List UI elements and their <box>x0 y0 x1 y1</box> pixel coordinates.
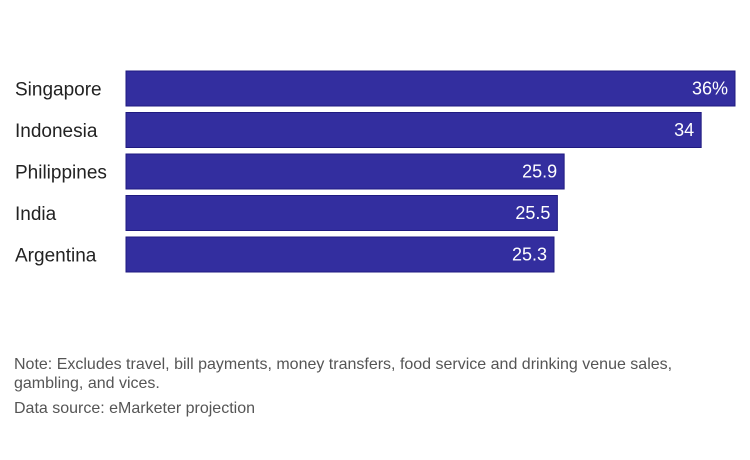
category-labels: Singapore Indonesia Philippines India Argent… <box>15 80 107 267</box>
bar-indonesia <box>125 112 702 148</box>
bar-india <box>125 195 558 231</box>
bar-singapore <box>125 70 736 107</box>
value-label-india: 25.5 <box>515 203 550 223</box>
bars <box>125 70 736 273</box>
bar-argentina <box>125 236 555 273</box>
value-label-indonesia: 34 <box>674 120 694 140</box>
category-label-india: India <box>15 204 57 225</box>
bar-chart: Singapore Indonesia Philippines India Argent… <box>15 70 736 273</box>
value-label-singapore: 36% <box>692 79 728 99</box>
value-label-argentina: 25.3 <box>512 245 547 265</box>
value-label-philippines: 25.9 <box>522 162 557 182</box>
chart-notes: Note: Excludes travel, bill payments, mo… <box>14 355 736 424</box>
category-label-singapore: Singapore <box>15 80 102 101</box>
value-labels: 36% 34 25.9 25.5 25.3 <box>512 79 728 265</box>
category-label-argentina: Argentina <box>15 246 97 267</box>
bar-philippines <box>125 153 565 190</box>
chart-note: Note: Excludes travel, bill payments, mo… <box>14 356 673 392</box>
category-label-philippines: Philippines <box>15 163 107 184</box>
category-label-indonesia: Indonesia <box>15 121 98 142</box>
data-source: Data source: eMarketer projection <box>14 400 255 417</box>
